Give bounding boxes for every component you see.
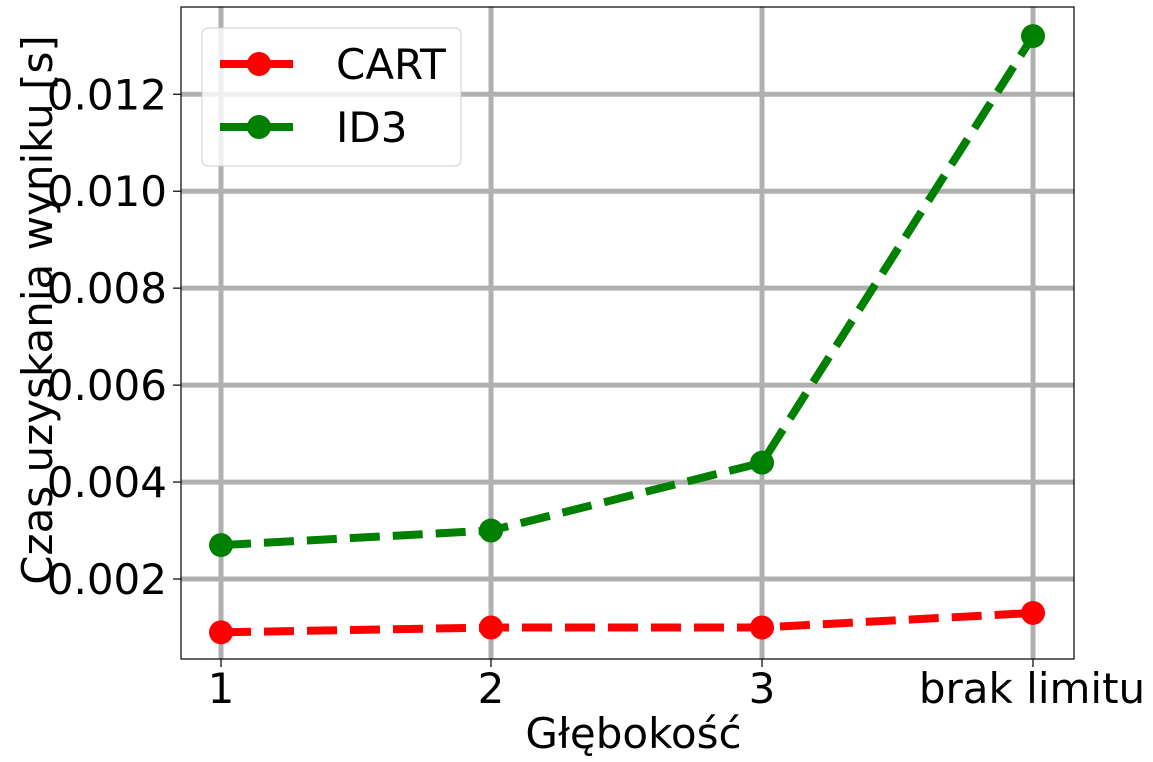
data-point-id3 [479,518,503,543]
data-point-id3 [209,533,233,558]
y-axis-label: Czas uzyskania wyniku [s] [13,35,62,585]
data-point-id3 [1021,24,1045,49]
data-point-id3 [750,450,774,475]
x-axis-label: Głębokość [525,709,741,758]
legend-items: CART ID3 [220,40,446,152]
y-tick-label: 0.006 [47,361,167,410]
data-point-cart [479,615,503,640]
series-group [209,24,1045,645]
series-cart [209,600,1045,645]
series-id3 [209,24,1045,558]
legend-marker-id3 [247,115,271,139]
data-point-cart [209,620,233,645]
series-line-cart [220,608,1034,637]
legend-marker-cart [247,52,271,76]
y-tick-label: 0.004 [47,458,167,507]
plot-frame [180,6,1075,660]
data-point-cart [1021,600,1045,625]
y-tick-label: 0.010 [47,167,167,216]
y-axis-ticks: 0.002 0.004 0.006 0.008 0.010 0.012 [47,70,181,604]
x-tick-label: 3 [749,664,776,713]
y-tick-label: 0.008 [47,264,167,313]
y-tick-label: 0.012 [47,70,167,119]
legend: CART ID3 [201,27,462,167]
data-point-cart [750,615,774,640]
x-tick-label: 2 [478,664,505,713]
y-tick-label: 0.002 [47,555,167,604]
x-tick-label: brak limitu [919,664,1145,713]
series-line-id3 [220,33,1037,550]
legend-label-id3: ID3 [336,103,407,152]
x-axis-ticks: 1 2 3 brak limitu [208,659,1145,713]
legend-label-cart: CART [336,40,446,89]
x-tick-label: 1 [208,664,235,713]
